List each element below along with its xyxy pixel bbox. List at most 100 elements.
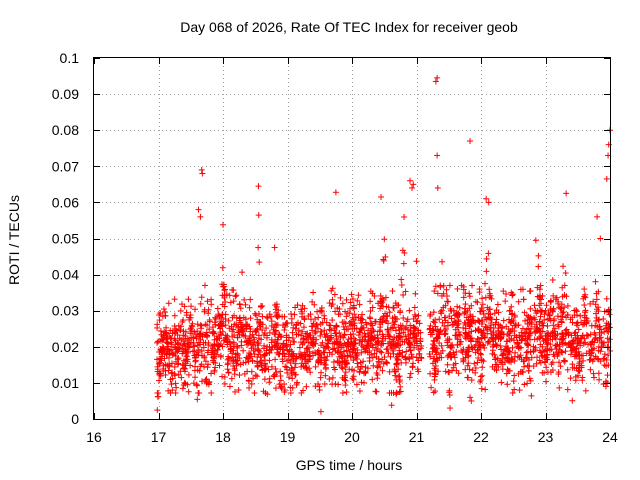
data-point [503,323,510,330]
data-points [154,74,613,415]
data-point [226,383,233,390]
data-point [160,306,167,313]
data-point [185,388,192,395]
data-point [547,341,554,348]
y-tick-label: 0.07 [52,158,79,174]
data-point [244,355,251,362]
data-point [476,339,483,346]
data-point [233,292,240,299]
data-point [438,354,445,361]
data-point [172,358,179,365]
data-point [195,339,202,346]
data-point [567,316,574,323]
data-point [465,352,472,359]
data-point [175,371,182,378]
data-point [156,317,163,324]
data-point [324,353,331,360]
data-point [380,360,387,367]
data-point [268,322,275,329]
data-point [192,354,199,361]
data-point [353,325,360,332]
data-point [541,316,548,323]
data-point [594,213,601,220]
data-point [154,407,161,414]
data-point [478,304,485,311]
data-point [319,339,326,346]
data-point [184,340,191,347]
data-point [261,366,268,373]
data-point [515,344,522,351]
data-point [230,362,237,369]
data-point [230,298,237,305]
data-point [204,322,211,329]
data-point [458,347,465,354]
data-point [446,369,453,376]
data-point [259,327,266,334]
data-point [241,296,248,303]
data-point [563,314,570,321]
data-point [397,322,404,329]
data-point [395,366,402,373]
data-point [504,347,511,354]
data-point [225,360,232,367]
data-point [358,379,365,386]
data-point [348,318,355,325]
data-point [462,301,469,308]
data-point [162,312,169,319]
data-point [557,305,564,312]
data-point [158,357,165,364]
data-point [317,328,324,335]
data-point [357,329,364,336]
x-tick-label: 18 [215,429,231,445]
data-point [381,354,388,361]
data-point [173,384,180,391]
data-point [247,315,254,322]
data-point [475,346,482,353]
data-point [305,313,312,320]
data-point [197,213,204,220]
data-point [588,350,595,357]
data-point [355,332,362,339]
data-point [177,307,184,314]
data-point [409,353,416,360]
data-point [206,317,213,324]
data-point [201,308,208,315]
data-point [291,338,298,345]
data-point [169,387,176,394]
data-point [326,349,333,356]
data-point [482,280,489,287]
data-point [573,345,580,352]
data-point [432,348,439,355]
data-point [192,306,199,313]
data-point [373,347,380,354]
data-point [560,263,567,270]
data-point [273,322,280,329]
data-point [556,336,563,343]
data-point [298,352,305,359]
data-point [582,291,589,298]
data-point [232,388,239,395]
data-point [553,294,560,301]
data-point [597,348,604,355]
data-point [364,365,371,372]
x-tick-label: 22 [473,429,489,445]
data-point [584,317,591,324]
data-point [446,387,453,394]
data-point [390,390,397,397]
data-point [351,311,358,318]
data-point [272,365,279,372]
data-point [505,357,512,364]
data-point [456,304,463,311]
x-axis-label: GPS time / hours [296,457,403,473]
data-point [180,338,187,345]
data-point [291,311,298,318]
data-point [532,237,539,244]
data-point [393,361,400,368]
data-point [392,372,399,379]
data-point [210,354,217,361]
data-point [277,377,284,384]
data-point [550,306,557,313]
data-point [350,331,357,338]
data-point [537,313,544,320]
data-point [492,356,499,363]
